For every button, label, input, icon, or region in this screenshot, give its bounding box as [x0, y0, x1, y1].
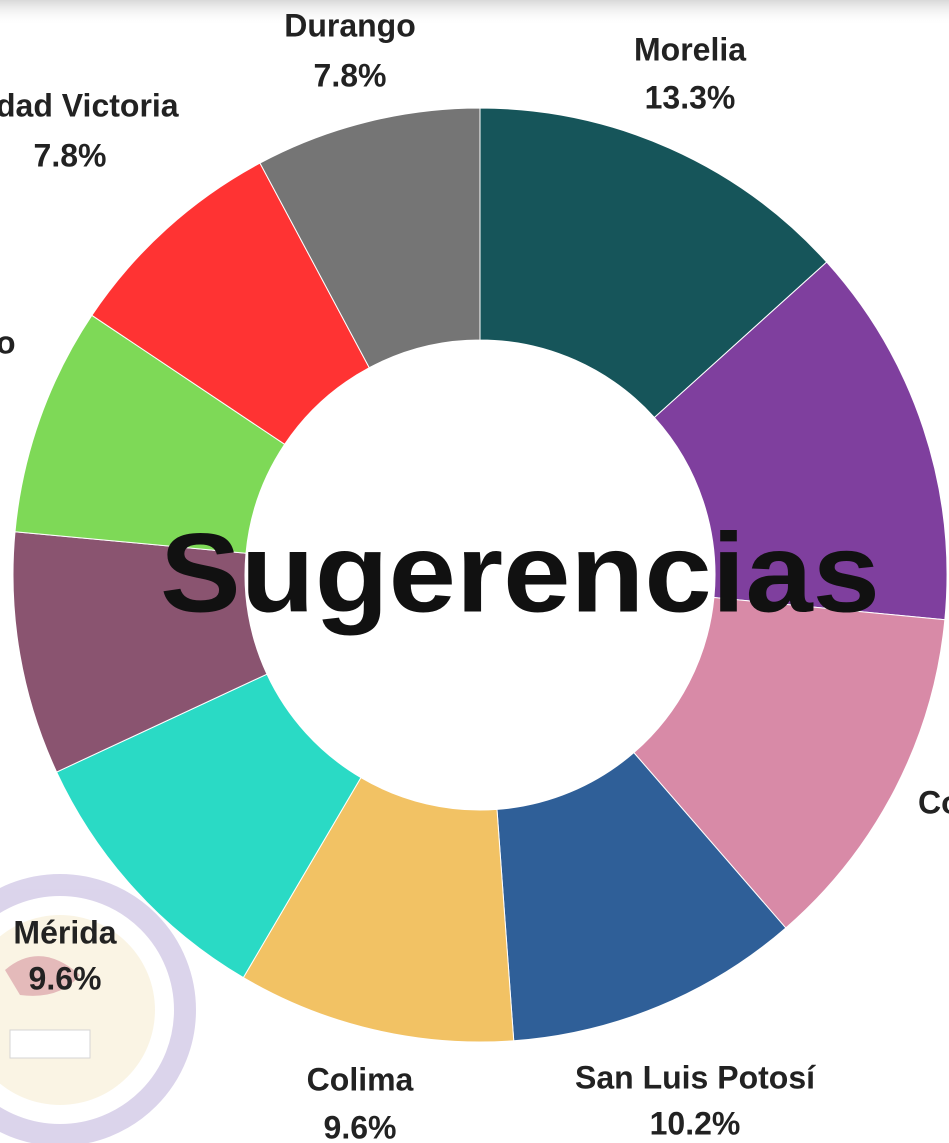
slice-value-label: 7.8%: [314, 57, 387, 93]
slices: [12, 107, 948, 1043]
slice-value-label: 7.8%: [34, 137, 107, 173]
donut-slice: [259, 107, 481, 369]
top-shade: [0, 0, 949, 26]
donut-slice: [633, 596, 946, 929]
logo: [0, 874, 196, 1143]
chart-title: Sugerencias: [160, 511, 880, 636]
donut-slice: [496, 751, 787, 1042]
slice-value-label: 9.6%: [29, 960, 102, 996]
slice-label: o: [0, 324, 16, 360]
slice-label: dad Victoria: [0, 87, 179, 123]
slice-label: San Luis Potosí: [575, 1059, 816, 1095]
donut-slice: [653, 261, 948, 621]
slice-label: Durango: [284, 7, 416, 43]
slice-label: Co: [918, 784, 949, 820]
slice-label: Colima: [307, 1061, 414, 1097]
slice-label: Mérida: [13, 914, 116, 950]
labels: Morelia 13.3% Co San Luis Potosí 10.2% Colima…: [0, 7, 949, 1143]
slice-value-label: 13.3%: [645, 79, 736, 115]
slice-value-label: 10.2%: [650, 1105, 741, 1141]
slice-value-label: 9.6%: [324, 1109, 397, 1143]
slice-label: Morelia: [634, 31, 746, 67]
